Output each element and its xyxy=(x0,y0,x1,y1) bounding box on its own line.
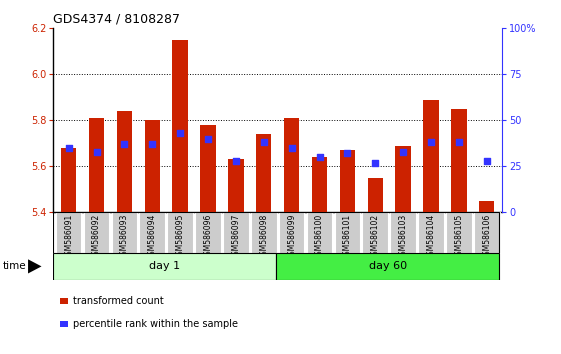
Point xyxy=(64,145,73,151)
Text: GSM586093: GSM586093 xyxy=(120,213,129,260)
Point xyxy=(92,149,101,154)
Bar xyxy=(145,120,160,212)
Bar xyxy=(84,212,109,253)
Bar xyxy=(195,212,221,253)
Bar xyxy=(56,212,81,253)
Point xyxy=(176,130,185,136)
Bar xyxy=(277,253,499,280)
Bar xyxy=(61,148,76,212)
Point xyxy=(259,139,268,145)
Bar xyxy=(362,212,388,253)
Point xyxy=(231,158,240,164)
Bar xyxy=(446,212,472,253)
Text: GSM586091: GSM586091 xyxy=(64,213,73,260)
Bar xyxy=(474,212,500,253)
Text: GSM586105: GSM586105 xyxy=(454,213,463,260)
Text: GSM586100: GSM586100 xyxy=(315,213,324,260)
Text: GSM586094: GSM586094 xyxy=(148,213,157,260)
Bar xyxy=(279,212,305,253)
Text: GSM586096: GSM586096 xyxy=(204,213,213,260)
Point xyxy=(371,160,380,166)
Text: day 60: day 60 xyxy=(369,261,407,272)
Polygon shape xyxy=(28,259,42,273)
Bar xyxy=(334,212,360,253)
Bar xyxy=(312,157,327,212)
Bar xyxy=(167,212,193,253)
Bar xyxy=(200,125,215,212)
Point xyxy=(426,139,435,145)
Bar xyxy=(307,212,332,253)
Bar xyxy=(451,109,467,212)
Text: transformed count: transformed count xyxy=(73,296,164,306)
Text: GSM586101: GSM586101 xyxy=(343,213,352,260)
Bar xyxy=(396,146,411,212)
Point xyxy=(204,136,213,142)
Point xyxy=(287,145,296,151)
Point xyxy=(343,151,352,156)
Bar xyxy=(367,178,383,212)
Text: GDS4374 / 8108287: GDS4374 / 8108287 xyxy=(53,12,180,25)
Bar xyxy=(479,201,494,212)
Bar xyxy=(223,212,249,253)
Point xyxy=(482,158,491,164)
Point xyxy=(148,142,157,147)
Bar xyxy=(89,118,104,212)
Text: GSM586106: GSM586106 xyxy=(482,213,491,260)
Text: GSM586092: GSM586092 xyxy=(92,213,101,260)
Bar xyxy=(284,118,300,212)
Text: GSM586102: GSM586102 xyxy=(371,213,380,260)
Point xyxy=(399,149,408,154)
Bar xyxy=(112,212,137,253)
Point xyxy=(120,142,129,147)
Text: GSM586103: GSM586103 xyxy=(399,213,408,260)
Bar xyxy=(228,160,243,212)
Text: time: time xyxy=(3,261,26,272)
Bar xyxy=(390,212,416,253)
Bar xyxy=(140,212,165,253)
Bar xyxy=(256,134,272,212)
Bar xyxy=(60,320,68,327)
Text: GSM586095: GSM586095 xyxy=(176,213,185,260)
Bar xyxy=(424,100,439,212)
Text: percentile rank within the sample: percentile rank within the sample xyxy=(73,319,238,329)
Bar xyxy=(60,297,68,304)
Bar xyxy=(172,40,188,212)
Bar xyxy=(251,212,277,253)
Text: GSM586099: GSM586099 xyxy=(287,213,296,260)
Bar xyxy=(340,150,355,212)
Bar xyxy=(53,253,277,280)
Point xyxy=(315,154,324,160)
Text: GSM586097: GSM586097 xyxy=(231,213,240,260)
Bar xyxy=(117,111,132,212)
Point xyxy=(454,139,463,145)
Text: day 1: day 1 xyxy=(149,261,180,272)
Text: GSM586104: GSM586104 xyxy=(426,213,435,260)
Text: GSM586098: GSM586098 xyxy=(259,213,268,260)
Bar xyxy=(418,212,444,253)
